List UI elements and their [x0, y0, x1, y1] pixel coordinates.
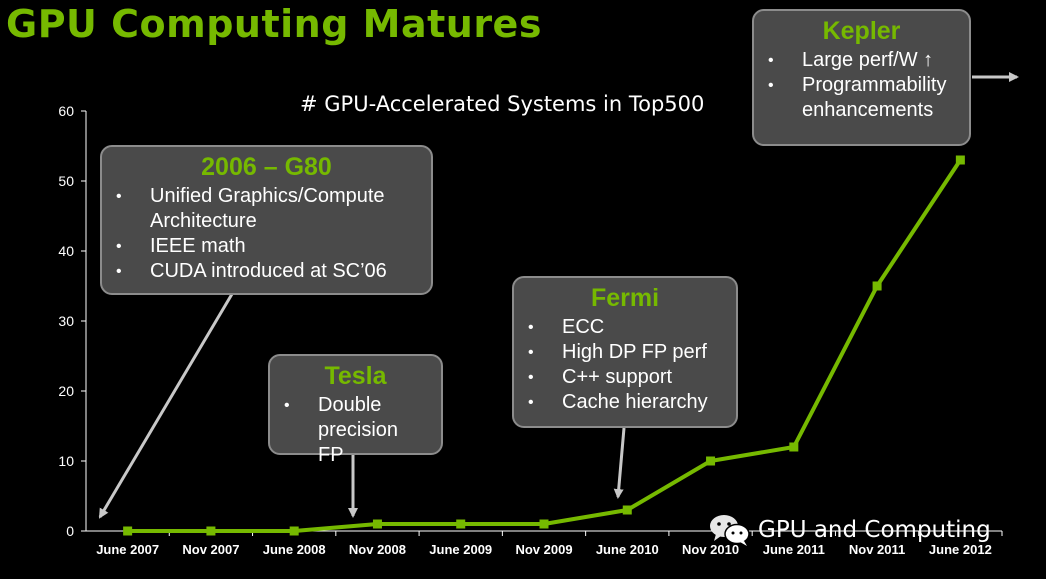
- y-tick-label: 0: [66, 523, 74, 539]
- data-point: [289, 526, 299, 536]
- x-tick-label: Nov 2011: [849, 542, 905, 557]
- g80-bullet: Unified Graphics/Compute Architecture: [116, 184, 417, 234]
- g80-bullet-list: Unified Graphics/Compute Architecture IE…: [116, 184, 417, 284]
- fermi-bullet: ECC: [528, 315, 722, 340]
- x-tick-label: June 2008: [263, 542, 326, 557]
- watermark-text: GPU and Computing: [758, 517, 991, 543]
- fermi-callout: Fermi ECC High DP FP perf C++ support Ca…: [512, 276, 738, 428]
- tick-labels: 0 10 20 30 40 50 60 June 2007 Nov 2007 June 2008 N…: [58, 103, 991, 557]
- data-point: [955, 155, 965, 165]
- fermi-bullet-list: ECC High DP FP perf C++ support Cache hi…: [528, 315, 722, 415]
- y-tick-label: 60: [58, 103, 74, 119]
- wechat-icon: [710, 515, 750, 546]
- g80-arrow: [98, 293, 234, 519]
- x-tick-label: Nov 2010: [682, 542, 739, 557]
- g80-callout-title: 2006 – G80: [201, 153, 332, 181]
- y-tick-label: 20: [58, 383, 74, 399]
- x-tick-label: June 2010: [596, 542, 659, 557]
- x-tick-label: June 2012: [929, 542, 992, 557]
- data-point: [456, 519, 466, 529]
- y-tick-label: 30: [58, 313, 74, 329]
- kepler-callout: Kepler Large perf/W ↑ Programmability en…: [752, 9, 971, 146]
- data-point: [539, 519, 549, 529]
- series-group: [123, 155, 965, 536]
- x-tick-label: Nov 2007: [182, 542, 239, 557]
- y-tick-label: 50: [58, 173, 74, 189]
- kepler-callout-title: Kepler: [822, 17, 901, 45]
- data-point: [123, 526, 133, 536]
- y-tick-label: 10: [58, 453, 74, 469]
- chart-title: # GPU-Accelerated Systems in Top500: [300, 92, 705, 116]
- watermark: GPU and Computing: [708, 512, 991, 548]
- data-point: [872, 281, 882, 291]
- x-tick-label: June 2011: [763, 542, 825, 557]
- g80-callout: 2006 – G80 Unified Graphics/Compute Arch…: [100, 145, 433, 295]
- x-tick-label: Nov 2009: [515, 542, 572, 557]
- fermi-callout-title: Fermi: [590, 284, 660, 312]
- kepler-bullet: Programmability enhancements: [768, 73, 955, 123]
- tesla-callout-title: Tesla: [324, 362, 387, 390]
- fermi-bullet: C++ support: [528, 365, 722, 390]
- y-tick-label: 40: [58, 243, 74, 259]
- data-point: [789, 442, 799, 452]
- tesla-bullet-list: Double precision FP: [284, 393, 427, 468]
- kepler-bullet-list: Large perf/W ↑ Programmability enhanceme…: [768, 48, 955, 123]
- x-tick-label: Nov 2008: [349, 542, 406, 557]
- tesla-bullet: Double precision FP: [284, 393, 427, 468]
- tesla-callout: Tesla Double precision FP: [268, 354, 443, 466]
- x-tick-label: June 2009: [429, 542, 492, 557]
- data-point: [706, 456, 716, 466]
- fermi-arrow: [613, 427, 626, 499]
- slide-title: GPU Computing Matures: [6, 2, 542, 46]
- data-point: [206, 526, 216, 536]
- g80-bullet: CUDA introduced at SC’06: [116, 259, 417, 284]
- fermi-bullet: Cache hierarchy: [528, 390, 722, 415]
- kepler-bullet: Large perf/W ↑: [768, 48, 955, 73]
- g80-bullet: IEEE math: [116, 234, 417, 259]
- data-point: [372, 519, 382, 529]
- x-tick-label: June 2007: [96, 542, 159, 557]
- fermi-bullet: High DP FP perf: [528, 340, 722, 365]
- data-point: [622, 505, 632, 515]
